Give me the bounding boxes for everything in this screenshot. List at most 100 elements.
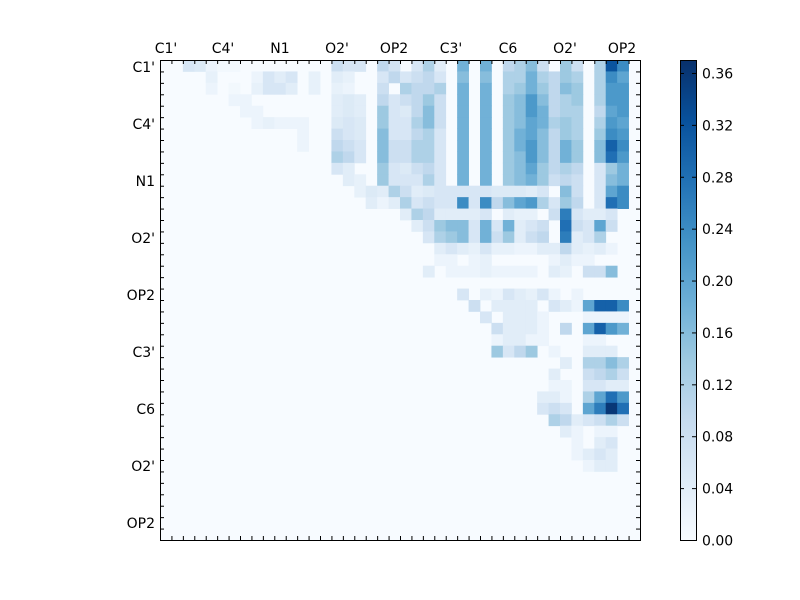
heatmap-cell: [594, 208, 607, 221]
heatmap-cell: [411, 117, 424, 129]
heatmap-cell: [457, 71, 469, 84]
heatmap-cell: [422, 197, 435, 209]
heatmap-cell: [605, 391, 618, 404]
heatmap-cell: [342, 174, 355, 187]
heatmap-cell: [457, 197, 469, 209]
heatmap-cell: [537, 71, 549, 84]
heatmap-cell: [537, 151, 549, 164]
heatmap-cell: [571, 140, 584, 152]
heatmap-cell: [480, 162, 492, 175]
heatmap-cell: [605, 174, 618, 187]
heatmap-cell: [571, 231, 584, 244]
heatmap-cell: [571, 151, 584, 164]
heatmap-cell: [354, 105, 367, 118]
heatmap-cell: [537, 174, 549, 187]
heatmap-cell: [514, 231, 527, 244]
heatmap-cell: [400, 151, 412, 164]
colorbar-ticks: 0.00 0.04 0.08 0.12 0.16 0.20 0.24 0.28 0.32 0.36: [680, 66, 733, 550]
heatmap-cell: [480, 197, 492, 209]
heatmap-cell: [457, 94, 469, 107]
heatmap-cell: [331, 105, 344, 118]
heatmap-cell: [560, 197, 572, 209]
heatmap-cell: [525, 345, 538, 358]
heatmap-cell: [548, 162, 561, 175]
heatmap-cell: [480, 140, 492, 152]
heatmap-cell: [617, 311, 629, 324]
heatmap-cell: [400, 162, 412, 175]
heatmap-cell: [491, 288, 504, 301]
heatmap-cell: [548, 288, 561, 301]
heatmap-cell: [331, 128, 344, 141]
heatmap-cell: [571, 94, 584, 107]
heatmap-cell: [548, 140, 561, 152]
heatmap-cell: [480, 151, 492, 164]
heatmap-cell: [502, 311, 515, 324]
heatmap-cell: [411, 82, 424, 95]
heatmap-cell: [377, 82, 389, 95]
heatmap-cell: [548, 117, 561, 129]
heatmap-cell: [411, 220, 424, 232]
heatmap-cell: [342, 60, 355, 72]
heatmap-cell: [434, 185, 447, 198]
heatmap-cell: [617, 414, 629, 427]
heatmap-cell: [422, 231, 435, 244]
heatmap-cell: [525, 128, 538, 141]
heatmap-cell: [491, 265, 504, 278]
heatmap-cell: [411, 105, 424, 118]
heatmap-cell: [525, 220, 538, 232]
heatmap-cell: [548, 414, 561, 427]
heatmap-cell: [400, 128, 412, 141]
heatmap-cell: [400, 208, 412, 221]
x-tick-label: N1: [270, 41, 289, 57]
heatmap-cell: [594, 380, 607, 392]
heatmap-cell: [582, 265, 595, 278]
heatmap-cell: [525, 82, 538, 95]
y-tick-label: C6: [136, 402, 155, 418]
heatmap-cell: [594, 117, 607, 129]
heatmap-cell: [537, 402, 549, 415]
heatmap-cell: [251, 82, 264, 95]
heatmap-cell: [560, 254, 572, 267]
heatmap-cell: [502, 208, 515, 221]
heatmap-cell: [605, 151, 618, 164]
heatmap-cell: [480, 220, 492, 232]
heatmap-cell: [582, 220, 595, 232]
heatmap-cell: [491, 322, 504, 335]
heatmap-cell: [422, 105, 435, 118]
heatmap-cell: [514, 128, 527, 141]
heatmap-cell: [480, 82, 492, 95]
heatmap-cell: [400, 174, 412, 187]
heatmap-cell: [605, 414, 618, 427]
heatmap-cell: [548, 391, 561, 404]
heatmap-cell: [571, 414, 584, 427]
heatmap-cell: [605, 425, 618, 438]
heatmap-cell: [388, 60, 401, 72]
heatmap-cell: [537, 105, 549, 118]
heatmap-cell: [582, 322, 595, 335]
heatmap-cell: [377, 185, 389, 198]
heatmap-cell: [514, 117, 527, 129]
heatmap-cell: [560, 391, 572, 404]
heatmap-cell: [594, 414, 607, 427]
heatmap-cell: [525, 71, 538, 84]
heatmap-cell: [617, 368, 629, 381]
heatmap-cell: [445, 197, 458, 209]
heatmap-cell: [468, 197, 481, 209]
heatmap-cell: [582, 414, 595, 427]
heatmap-cell: [262, 71, 275, 84]
heatmap-cell: [571, 82, 584, 95]
heatmap-cell: [377, 140, 389, 152]
heatmap-cell: [502, 231, 515, 244]
heatmap-cell: [480, 265, 492, 278]
heatmap-cell: [491, 231, 504, 244]
colorbar-tick-label: 0.08: [702, 430, 733, 446]
colorbar-tick-label: 0.04: [702, 482, 733, 498]
heatmap-cell: [560, 425, 572, 438]
heatmap-cell: [514, 300, 527, 312]
heatmap-cell: [617, 380, 629, 392]
heatmap-cell: [377, 174, 389, 187]
heatmap-cell: [525, 322, 538, 335]
heatmap-cell: [525, 242, 538, 255]
heatmap-cell: [251, 117, 264, 129]
heatmap-cell: [617, 162, 629, 175]
